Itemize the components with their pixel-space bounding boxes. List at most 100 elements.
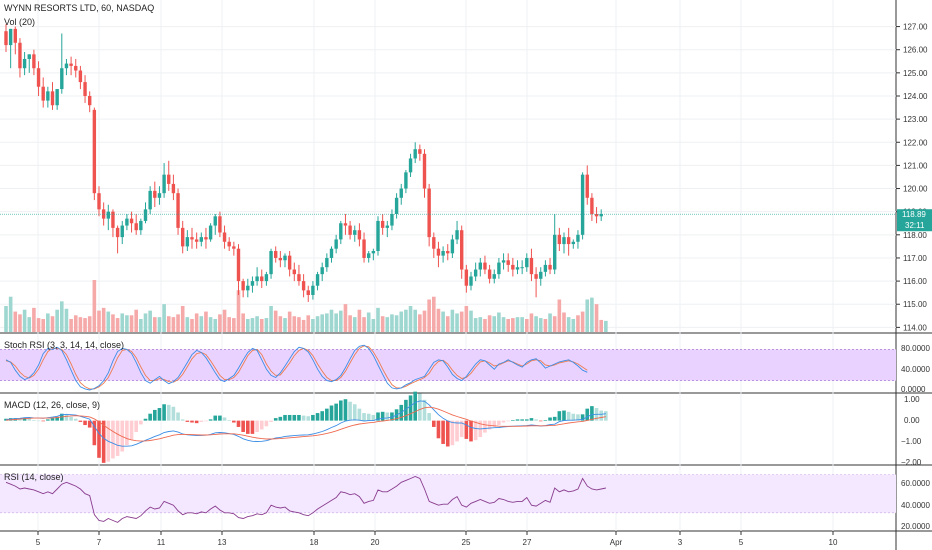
- candle-body[interactable]: [357, 230, 362, 240]
- candle-body[interactable]: [185, 237, 190, 247]
- candle-body[interactable]: [501, 260, 506, 263]
- candle-body[interactable]: [92, 109, 97, 194]
- candle-body[interactable]: [83, 82, 87, 96]
- candle-body[interactable]: [515, 267, 520, 270]
- candle-body[interactable]: [246, 285, 250, 291]
- candle-body[interactable]: [55, 89, 59, 106]
- candle-body[interactable]: [394, 197, 399, 214]
- candle-body[interactable]: [585, 174, 589, 198]
- candle-body[interactable]: [543, 264, 548, 272]
- candle-body[interactable]: [32, 54, 36, 69]
- candle-body[interactable]: [157, 193, 162, 198]
- candle-body[interactable]: [534, 274, 538, 279]
- candle-body[interactable]: [227, 241, 231, 247]
- candle-body[interactable]: [320, 267, 324, 275]
- candle-body[interactable]: [571, 241, 575, 245]
- candle-body[interactable]: [8, 28, 13, 46]
- candle-body[interactable]: [278, 257, 283, 261]
- candle-body[interactable]: [311, 285, 315, 295]
- candle-body[interactable]: [390, 213, 394, 226]
- candle-body[interactable]: [353, 230, 357, 235]
- candle-body[interactable]: [492, 274, 496, 279]
- candle-body[interactable]: [134, 223, 138, 231]
- candle-body[interactable]: [41, 86, 45, 101]
- candle-body[interactable]: [74, 65, 78, 71]
- candle-body[interactable]: [22, 58, 27, 69]
- candle-body[interactable]: [78, 70, 83, 83]
- candle-body[interactable]: [380, 220, 385, 228]
- candle-body[interactable]: [60, 68, 64, 90]
- candle-body[interactable]: [208, 225, 213, 240]
- candle-body[interactable]: [422, 153, 427, 189]
- candle-body[interactable]: [301, 281, 306, 291]
- candle-body[interactable]: [497, 262, 501, 275]
- candle-body[interactable]: [129, 218, 134, 224]
- candle-body[interactable]: [427, 188, 431, 238]
- candle-body[interactable]: [562, 237, 566, 245]
- candle-body[interactable]: [413, 149, 417, 159]
- candle-body[interactable]: [464, 269, 469, 286]
- candle-body[interactable]: [139, 220, 143, 231]
- candle-body[interactable]: [418, 149, 422, 154]
- candle-body[interactable]: [599, 213, 603, 217]
- candle-body[interactable]: [269, 251, 273, 275]
- candle-body[interactable]: [69, 63, 73, 66]
- candle-body[interactable]: [162, 174, 166, 194]
- candle-body[interactable]: [487, 269, 492, 279]
- candle-body[interactable]: [343, 223, 348, 226]
- candle-body[interactable]: [325, 257, 329, 268]
- candle-body[interactable]: [539, 271, 543, 279]
- candle-body[interactable]: [329, 248, 334, 258]
- candle-body[interactable]: [334, 239, 338, 249]
- candle-body[interactable]: [287, 255, 292, 270]
- candle-body[interactable]: [264, 274, 269, 282]
- candle-body[interactable]: [18, 42, 22, 69]
- candle-body[interactable]: [36, 68, 41, 87]
- candle-body[interactable]: [483, 262, 487, 270]
- candlesticks[interactable]: [4, 24, 603, 302]
- candle-body[interactable]: [566, 237, 571, 245]
- time-axis-ticks[interactable]: 5 7 11 13 18 20 25 27 Apr 3 5 10: [36, 531, 838, 547]
- candle-body[interactable]: [106, 211, 110, 219]
- candle-body[interactable]: [213, 216, 217, 226]
- candle-body[interactable]: [4, 31, 8, 46]
- candle-body[interactable]: [46, 91, 50, 101]
- candle-body[interactable]: [292, 269, 296, 275]
- candle-body[interactable]: [446, 251, 450, 254]
- candle-body[interactable]: [362, 239, 366, 258]
- candle-body[interactable]: [241, 281, 245, 291]
- candle-body[interactable]: [97, 193, 101, 210]
- price-axis-ticks[interactable]: 127.00 126.00 125.00 124.00 123.00 122.00 121.…: [896, 23, 928, 333]
- candle-body[interactable]: [64, 63, 69, 69]
- candle-body[interactable]: [50, 91, 55, 106]
- candle-body[interactable]: [399, 188, 403, 198]
- candle-body[interactable]: [27, 54, 31, 59]
- candle-body[interactable]: [339, 223, 343, 240]
- candle-body[interactable]: [455, 230, 459, 240]
- candle-body[interactable]: [548, 264, 552, 270]
- candle-body[interactable]: [469, 276, 473, 286]
- candle-body[interactable]: [204, 237, 208, 240]
- candle-body[interactable]: [181, 227, 185, 247]
- candle-body[interactable]: [190, 237, 194, 240]
- candle-body[interactable]: [167, 174, 171, 184]
- candle-body[interactable]: [176, 193, 180, 228]
- candle-body[interactable]: [88, 95, 92, 106]
- candle-body[interactable]: [408, 158, 413, 173]
- candle-body[interactable]: [506, 260, 510, 265]
- candle-body[interactable]: [274, 251, 278, 258]
- candle-body[interactable]: [367, 253, 371, 258]
- candle-body[interactable]: [348, 225, 352, 235]
- candle-body[interactable]: [511, 264, 515, 270]
- candle-body[interactable]: [441, 251, 445, 256]
- candle-body[interactable]: [371, 251, 376, 254]
- candle-body[interactable]: [529, 257, 534, 275]
- candle-body[interactable]: [315, 274, 320, 286]
- candle-body[interactable]: [473, 269, 478, 277]
- candle-body[interactable]: [376, 220, 380, 252]
- candle-body[interactable]: [250, 281, 255, 286]
- candle-body[interactable]: [194, 239, 199, 242]
- candle-body[interactable]: [385, 225, 389, 228]
- candle-body[interactable]: [283, 255, 287, 261]
- candle-body[interactable]: [525, 257, 529, 268]
